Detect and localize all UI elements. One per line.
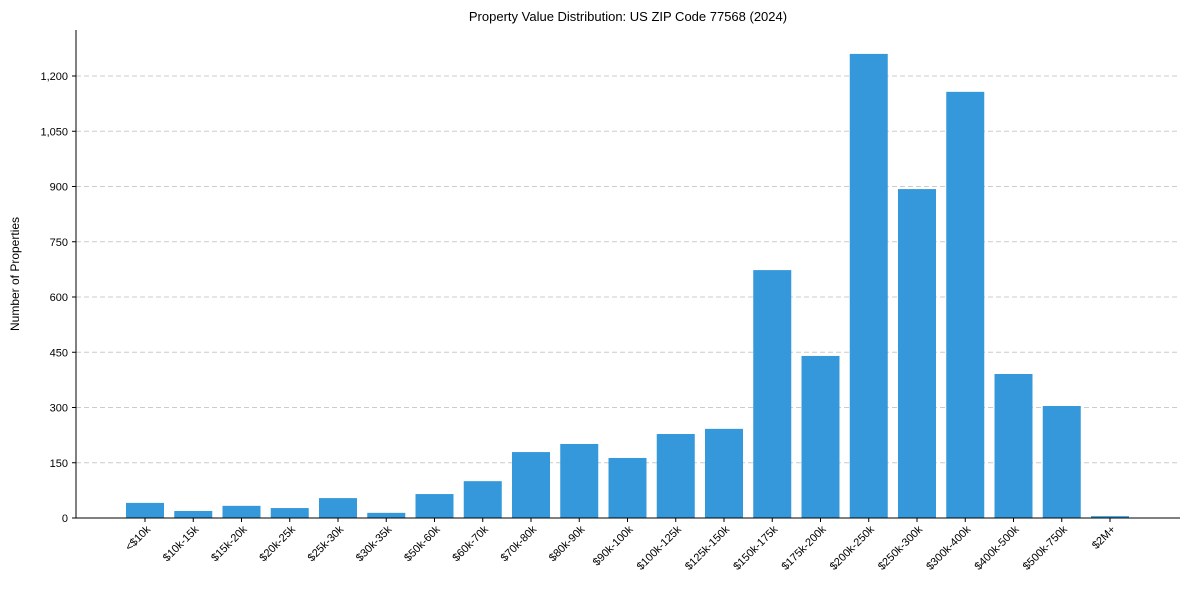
gridlines [76, 75, 1180, 464]
bar [319, 498, 357, 518]
bar [415, 494, 454, 518]
x-tick-label: $500k-750k [1021, 523, 1070, 572]
chart-title: Property Value Distribution: US ZIP Code… [469, 9, 787, 24]
x-tick-label: $15k-20k [209, 523, 250, 564]
bar [463, 481, 502, 518]
x-tick-label: $20k-25k [257, 523, 298, 564]
x-tick-label: $25k-30k [306, 523, 347, 564]
x-tick-label: $175k-200k [779, 523, 828, 572]
y-tick-label: 300 [50, 403, 68, 415]
bar [801, 355, 840, 518]
y-tick-label: 900 [50, 182, 68, 194]
x-tick-label: <$10k [123, 523, 153, 553]
y-tick-label: 450 [50, 347, 68, 359]
bar [174, 511, 213, 518]
x-axis-ticks: <$10k $10k-15k $15k-20k $20k-25k $25k-30k $30… [123, 518, 1118, 573]
y-tick-label: 1,050 [40, 126, 68, 138]
bar [898, 189, 936, 518]
y-tick-label: 600 [50, 292, 68, 304]
bar [705, 428, 743, 518]
bar [849, 53, 888, 519]
y-tick-label: 750 [50, 237, 68, 249]
x-tick-label: $100k-125k [635, 523, 684, 572]
y-tick-label: 1,200 [40, 71, 68, 83]
bar [946, 91, 985, 519]
x-tick-label: $200k-250k [828, 523, 877, 572]
x-tick-label: $10k-15k [161, 523, 202, 564]
x-tick-label: $400k-500k [972, 523, 1021, 572]
bar [1091, 516, 1129, 518]
x-tick-label: $50k-60k [402, 523, 443, 564]
x-tick-label: $250k-300k [876, 523, 925, 572]
bar [126, 502, 164, 518]
bar [270, 508, 309, 518]
bar [608, 457, 647, 518]
bar [222, 505, 261, 518]
x-tick-label: $60k-70k [450, 523, 491, 564]
bar [753, 270, 792, 518]
bar [512, 452, 550, 518]
y-axis-label: Number of Properties [8, 217, 22, 331]
x-tick-label: $90k-100k [591, 523, 636, 568]
bar [994, 373, 1033, 518]
x-tick-label: $150k-175k [731, 523, 780, 572]
x-tick-label: $30k-35k [354, 523, 395, 564]
x-tick-label: $125k-150k [683, 523, 732, 572]
y-tick-label: 150 [50, 458, 68, 470]
x-tick-label: $300k-400k [924, 523, 973, 572]
bars [126, 53, 1129, 519]
x-tick-label: $70k-80k [499, 523, 540, 564]
y-tick-label: 0 [62, 513, 68, 525]
bar [1042, 406, 1081, 518]
bar [367, 512, 406, 518]
bar [656, 434, 695, 518]
y-axis-ticks: 0 150 300 450 600 750 900 1,050 1,200 [40, 71, 76, 525]
x-tick-label: $80k-90k [547, 523, 588, 564]
x-tick-label: $2M+ [1090, 524, 1118, 552]
bar [560, 443, 599, 518]
